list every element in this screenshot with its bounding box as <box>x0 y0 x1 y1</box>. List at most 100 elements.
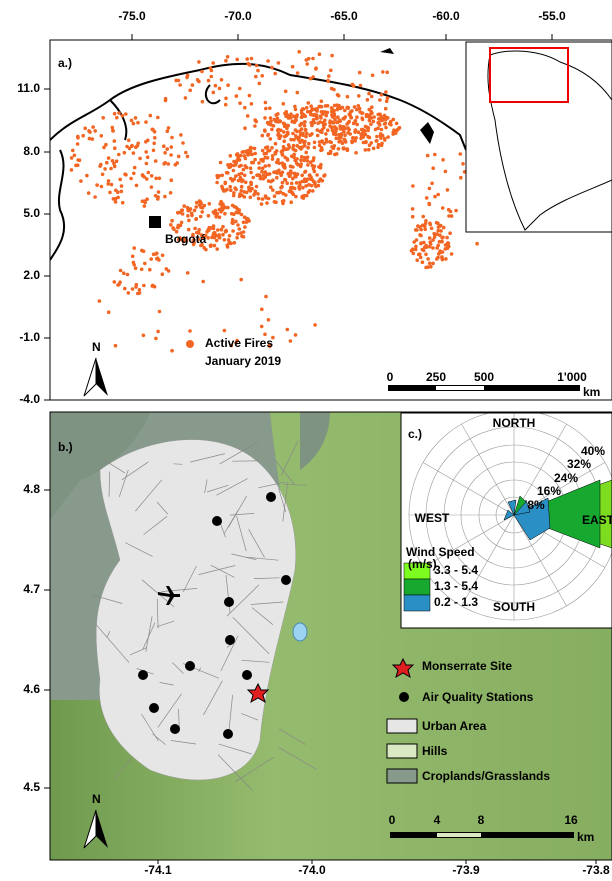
fire-point <box>389 119 393 124</box>
fire-point <box>206 78 211 83</box>
fire-point <box>423 221 428 225</box>
fire-point <box>318 114 323 118</box>
fire-point <box>293 128 298 132</box>
fire-point <box>110 125 115 130</box>
fire-point <box>420 260 425 265</box>
fire-point <box>129 118 134 123</box>
fire-point <box>424 265 428 270</box>
fire-point <box>263 170 268 174</box>
fire-point <box>253 157 257 162</box>
fire-point <box>276 158 280 162</box>
fire-point <box>350 82 355 87</box>
fire-point <box>332 87 336 92</box>
fire-point <box>234 210 238 215</box>
fire-point <box>330 128 335 133</box>
fire-point <box>200 242 204 247</box>
fire-point <box>259 202 264 206</box>
fire-point <box>307 173 312 177</box>
road <box>219 521 226 538</box>
road <box>95 623 130 663</box>
fire-point <box>215 211 220 216</box>
fire-point <box>281 191 286 196</box>
fire-point <box>301 185 305 190</box>
fire-point <box>166 126 171 130</box>
fire-point <box>278 171 283 175</box>
fire-point <box>232 191 236 195</box>
fire-point <box>307 141 311 146</box>
road <box>210 564 235 578</box>
fire-point <box>154 336 158 341</box>
fire-point <box>169 223 173 227</box>
fire-point <box>303 120 307 124</box>
fire-point <box>248 166 253 170</box>
fire-point <box>293 333 298 337</box>
fire-point <box>93 129 97 133</box>
fire-point <box>283 165 287 169</box>
fire-point <box>284 133 289 138</box>
fire-point <box>239 231 243 235</box>
fire-point <box>322 141 327 146</box>
fire-point <box>264 151 269 156</box>
scale-unit: km <box>577 830 594 844</box>
fire-point <box>197 60 201 64</box>
airport-icon <box>158 586 180 605</box>
fire-point <box>386 135 390 139</box>
fire-point <box>69 168 74 172</box>
scale-label: 16 <box>564 813 578 827</box>
fire-point <box>296 137 301 142</box>
fire-point <box>310 177 314 182</box>
road <box>182 565 197 593</box>
fire-point <box>295 157 299 161</box>
road <box>204 479 208 494</box>
fire-point <box>308 133 312 138</box>
road <box>248 529 265 558</box>
fire-point <box>435 257 439 261</box>
city-label: Bogotá <box>165 232 207 246</box>
north-arrow <box>96 358 108 396</box>
fire-point <box>391 130 396 134</box>
fire-point <box>303 169 308 174</box>
fire-point <box>129 144 134 148</box>
fire-point <box>228 165 233 169</box>
fire-point <box>140 173 145 177</box>
fire-point <box>113 146 117 150</box>
fire-point <box>291 146 295 151</box>
fire-point <box>131 260 136 265</box>
road <box>218 743 252 755</box>
fire-point <box>427 201 431 206</box>
fire-point <box>266 318 271 322</box>
fire-point <box>273 141 278 146</box>
legend-symbol <box>399 692 409 702</box>
fire-point <box>339 139 343 144</box>
fire-point <box>330 53 334 58</box>
fire-point <box>132 171 136 176</box>
fire-point <box>236 232 240 236</box>
fire-point <box>266 179 271 183</box>
fire-point <box>288 169 293 173</box>
fire-point <box>289 185 293 190</box>
fire-point <box>223 211 227 216</box>
road <box>231 553 257 561</box>
fire-point <box>380 141 384 146</box>
fire-point <box>260 74 265 78</box>
y-tick-label: 2.0 <box>23 268 40 282</box>
fire-point <box>376 145 380 149</box>
fire-point <box>331 114 335 119</box>
fire-point <box>312 140 317 145</box>
fire-point <box>212 243 217 248</box>
fire-point <box>263 116 267 120</box>
fire-point <box>234 174 238 178</box>
fire-point <box>69 156 74 160</box>
fire-point <box>153 136 157 140</box>
fire-point <box>334 136 339 141</box>
fire-point <box>231 229 235 233</box>
fire-point <box>176 225 180 230</box>
fire-point <box>369 94 374 99</box>
fire-point <box>153 194 158 198</box>
fire-point <box>269 185 273 189</box>
fire-point <box>148 113 153 118</box>
fire-point <box>179 133 183 137</box>
fire-point <box>206 236 210 240</box>
x-tick-label: -74.0 <box>298 863 326 877</box>
fire-point <box>347 112 352 117</box>
